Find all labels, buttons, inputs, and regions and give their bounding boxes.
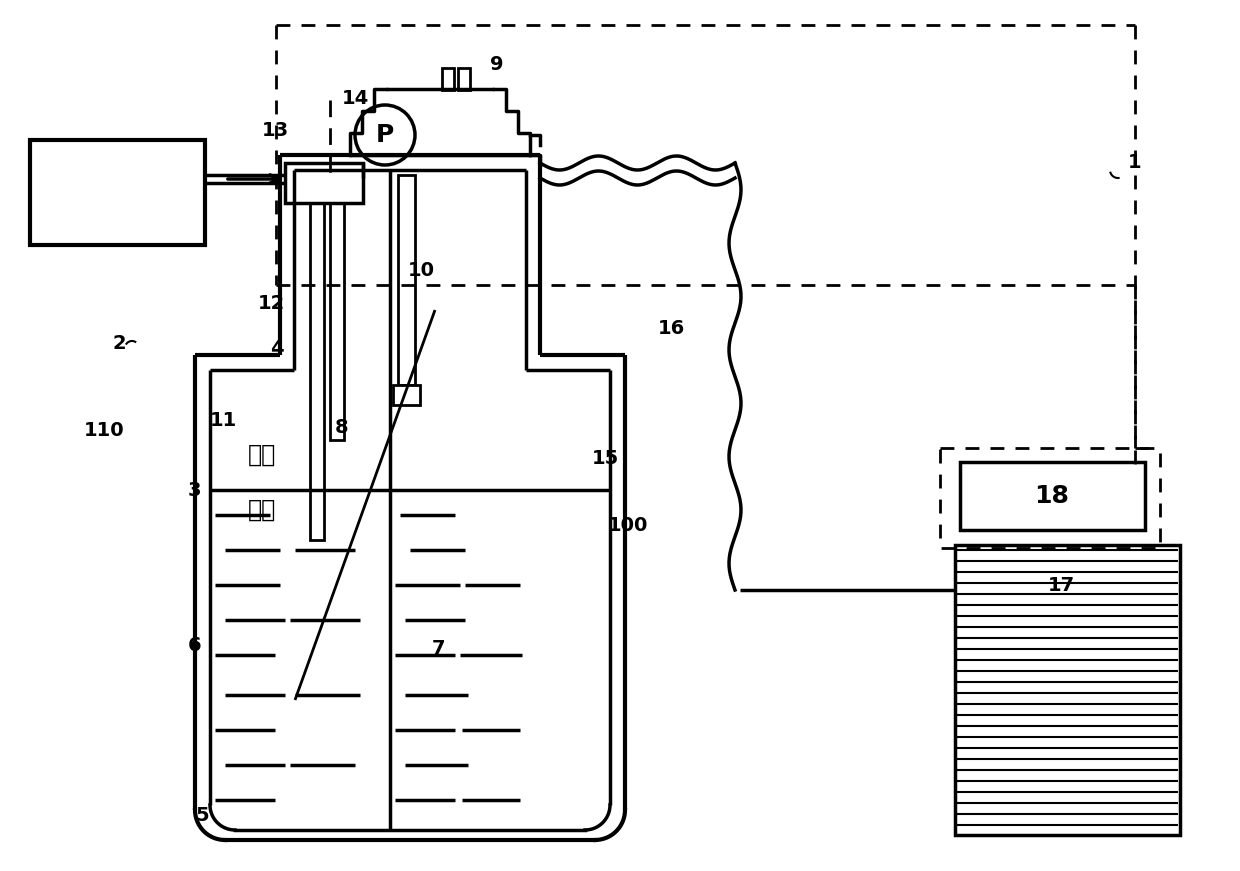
Text: 9: 9: [490, 56, 503, 75]
Circle shape: [355, 105, 415, 165]
Text: 4: 4: [270, 339, 284, 357]
Bar: [441, 68, 454, 90]
Bar: [30, 140, 205, 245]
Bar: [285, 163, 363, 203]
Text: P: P: [376, 123, 394, 147]
Text: 16: 16: [658, 319, 686, 337]
Bar: [458, 68, 470, 90]
Text: 15: 15: [591, 449, 619, 468]
Text: 5: 5: [195, 806, 208, 825]
Bar: [330, 175, 343, 440]
Text: 8: 8: [335, 417, 348, 436]
Text: 18: 18: [1034, 484, 1069, 508]
Text: 7: 7: [432, 638, 445, 658]
Bar: [955, 545, 1180, 835]
Bar: [960, 462, 1145, 530]
Text: 1: 1: [1128, 152, 1142, 172]
Text: 110: 110: [84, 421, 125, 440]
Text: 100: 100: [608, 516, 649, 535]
Text: 11: 11: [210, 410, 237, 429]
Text: 3: 3: [188, 481, 201, 499]
Text: 13: 13: [262, 120, 289, 139]
Text: 液体: 液体: [248, 498, 277, 522]
Text: 12: 12: [258, 294, 285, 313]
Text: 6: 6: [188, 636, 202, 654]
Text: 蒸气: 蒸气: [248, 443, 277, 467]
Text: 17: 17: [1048, 576, 1075, 595]
Text: 10: 10: [408, 260, 435, 280]
Text: 14: 14: [342, 89, 370, 107]
Bar: [310, 175, 324, 540]
Bar: [398, 175, 415, 385]
Text: 2: 2: [113, 334, 126, 353]
Bar: [393, 385, 420, 405]
